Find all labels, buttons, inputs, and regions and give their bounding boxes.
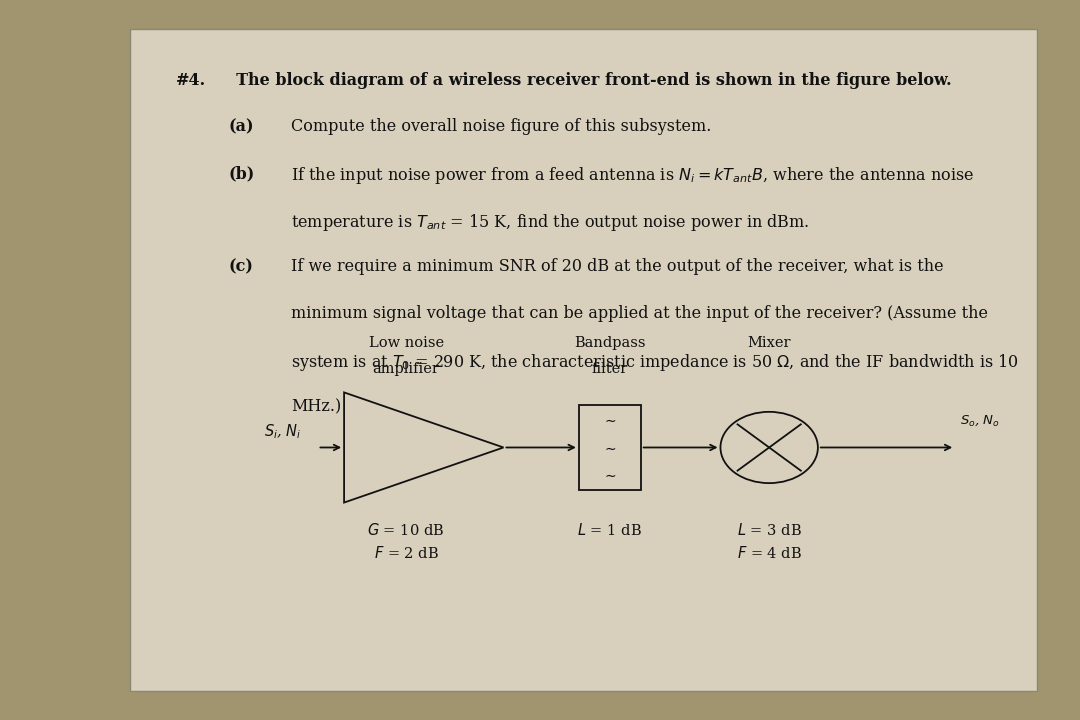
Text: $G$ = 10 dB: $G$ = 10 dB [367,522,445,538]
Text: amplifier: amplifier [373,362,440,376]
Text: $\sim$: $\sim$ [603,441,617,454]
Text: (a): (a) [229,118,255,135]
Text: MHz.): MHz.) [291,398,341,415]
Text: $S_o$, $N_o$: $S_o$, $N_o$ [960,413,1000,428]
Bar [579,405,640,490]
Text: If we require a minimum SNR of 20 dB at the output of the receiver, what is the: If we require a minimum SNR of 20 dB at … [291,258,944,275]
Text: $S_i$, $N_i$: $S_i$, $N_i$ [265,423,302,441]
Text: Mixer: Mixer [747,336,791,350]
Text: (c): (c) [229,258,254,275]
Text: filter: filter [592,362,627,376]
Text: Bandpass: Bandpass [573,336,646,350]
Text: temperature is $T_{ant}$ = 15 K, find the output noise power in dBm.: temperature is $T_{ant}$ = 15 K, find th… [291,212,809,233]
Text: $F$ = 2 dB: $F$ = 2 dB [374,544,438,561]
Text: $L$ = 3 dB: $L$ = 3 dB [737,522,801,538]
Text: Low noise: Low noise [368,336,444,350]
Text: The block diagram of a wireless receiver front-end is shown in the figure below.: The block diagram of a wireless receiver… [225,71,951,89]
Text: $\sim$: $\sim$ [603,468,617,482]
Text: $\sim$: $\sim$ [603,413,617,427]
Text: If the input noise power from a feed antenna is $N_i = kT_{ant}B$, where the ant: If the input noise power from a feed ant… [291,165,974,186]
Text: minimum signal voltage that can be applied at the input of the receiver? (Assume: minimum signal voltage that can be appli… [291,305,988,322]
Text: (b): (b) [229,165,255,182]
Text: $F$ = 4 dB: $F$ = 4 dB [737,544,801,561]
Text: #4.: #4. [176,71,206,89]
Text: system is at $T_0$ = 290 K, the characteristic impedance is 50 $\Omega$, and the: system is at $T_0$ = 290 K, the characte… [291,351,1018,372]
Text: $L$ = 1 dB: $L$ = 1 dB [578,522,643,538]
Text: Compute the overall noise figure of this subsystem.: Compute the overall noise figure of this… [291,118,712,135]
